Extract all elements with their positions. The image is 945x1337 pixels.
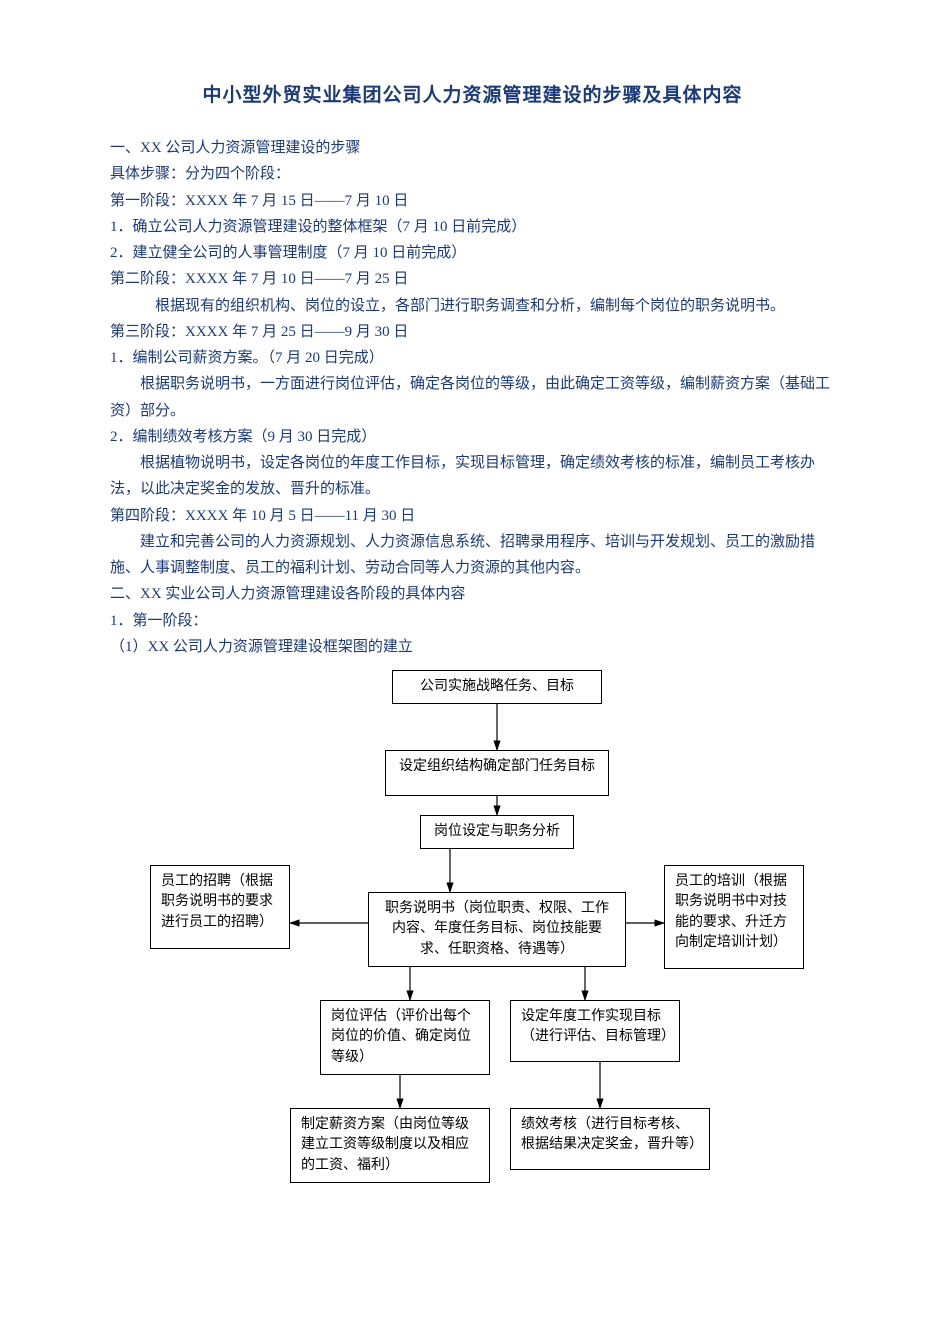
text-line: 1．编制公司薪资方案。（7 月 20 日完成） xyxy=(110,345,835,371)
flow-node-n3: 岗位设定与职务分析 xyxy=(420,815,574,849)
flow-node-n1: 公司实施战略任务、目标 xyxy=(392,670,602,704)
document-body: 一、XX 公司人力资源管理建设的步骤 具体步骤：分为四个阶段： 第一阶段：XXX… xyxy=(110,135,835,660)
flow-node-n2: 设定组织结构确定部门任务目标 xyxy=(385,750,609,796)
document-title: 中小型外贸实业集团公司人力资源管理建设的步骤及具体内容 xyxy=(110,80,835,107)
text-line: 根据职务说明书，一方面进行岗位评估，确定各岗位的等级，由此确定工资等级，编制薪资… xyxy=(110,371,835,424)
flow-node-n5: 岗位评估（评价出每个岗位的价值、确定岗位等级） xyxy=(320,1000,490,1075)
flow-node-nL: 员工的招聘（根据职务说明书的要求进行员工的招聘） xyxy=(150,865,290,949)
text-line: 1．确立公司人力资源管理建设的整体框架（7 月 10 日前完成） xyxy=(110,214,835,240)
text-line: 二、XX 实业公司人力资源管理建设各阶段的具体内容 xyxy=(110,581,835,607)
flow-node-n4: 职务说明书（岗位职责、权限、工作内容、年度任务目标、岗位技能要求、任职资格、待遇… xyxy=(368,892,626,967)
text-line: 1．第一阶段： xyxy=(110,608,835,634)
text-line: 第四阶段：XXXX 年 10 月 5 日——11 月 30 日 xyxy=(110,503,835,529)
text-line: 第一阶段：XXXX 年 7 月 15 日——7 月 10 日 xyxy=(110,188,835,214)
text-line: 具体步骤：分为四个阶段： xyxy=(110,161,835,187)
text-line: 建立和完善公司的人力资源规划、人力资源信息系统、招聘录用程序、培训与开发规划、员… xyxy=(110,529,835,582)
text-line: 第三阶段：XXXX 年 7 月 25 日——9 月 30 日 xyxy=(110,319,835,345)
text-line: （1）XX 公司人力资源管理建设框架图的建立 xyxy=(110,634,835,660)
text-line: 2．编制绩效考核方案（9 月 30 日完成） xyxy=(110,424,835,450)
flow-node-nR: 员工的培训（根据职务说明书中对技能的要求、升迁方向制定培训计划） xyxy=(664,865,804,969)
flow-node-n8: 绩效考核（进行目标考核、根据结果决定奖金，晋升等） xyxy=(510,1108,710,1170)
flow-node-n7: 制定薪资方案（由岗位等级建立工资等级制度以及相应的工资、福利） xyxy=(290,1108,490,1183)
text-line: 第二阶段：XXXX 年 7 月 10 日——7 月 25 日 xyxy=(110,266,835,292)
flow-node-n6: 设定年度工作实现目标（进行评估、目标管理） xyxy=(510,1000,680,1062)
text-line: 根据植物说明书，设定各岗位的年度工作目标，实现目标管理，确定绩效考核的标准，编制… xyxy=(110,450,835,503)
text-line: 2．建立健全公司的人事管理制度（7 月 10 日前完成） xyxy=(110,240,835,266)
hr-framework-flowchart: 公司实施战略任务、目标设定组织结构确定部门任务目标岗位设定与职务分析职务说明书（… xyxy=(110,660,835,1280)
text-line: 一、XX 公司人力资源管理建设的步骤 xyxy=(110,135,835,161)
text-line: 根据现有的组织机构、岗位的设立，各部门进行职务调查和分析，编制每个岗位的职务说明… xyxy=(110,293,835,319)
